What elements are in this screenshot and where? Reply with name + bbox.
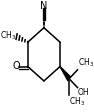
Text: CH$_3$: CH$_3$ — [0, 30, 16, 42]
Text: N: N — [40, 1, 48, 11]
Polygon shape — [60, 67, 70, 81]
Text: CH$_3$: CH$_3$ — [78, 57, 94, 69]
Text: OH: OH — [78, 88, 89, 97]
Text: CH$_3$: CH$_3$ — [69, 96, 86, 108]
Text: O: O — [12, 61, 20, 71]
